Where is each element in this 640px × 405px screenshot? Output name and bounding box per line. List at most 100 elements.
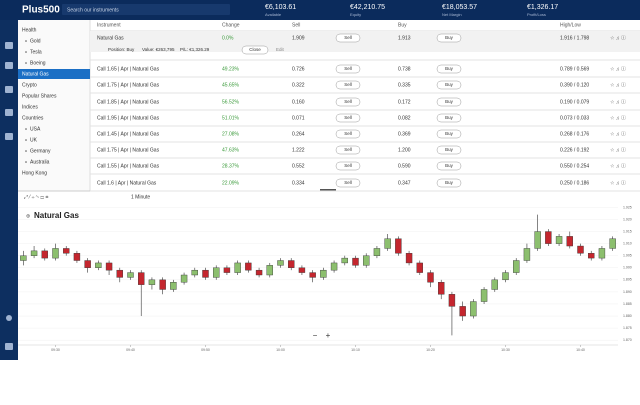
logo[interactable]: Plus500 [22, 5, 60, 16]
buy-button[interactable] [436, 145, 462, 155]
row-icons[interactable]: ☆ ♫ ⓘ [610, 130, 626, 137]
sell-button[interactable] [335, 113, 361, 123]
sell-price: 0.322 [292, 82, 305, 88]
buy-button-label[interactable]: Buy [445, 99, 454, 104]
candle-body [20, 255, 27, 261]
sell-button-label[interactable]: Sell [344, 35, 352, 40]
interval[interactable]: 1 Minute [131, 194, 150, 200]
sell-button[interactable] [335, 145, 361, 155]
icon[interactable] [5, 86, 13, 93]
instrument[interactable]: Call 1.45 | Apr | Natural Gas [97, 131, 160, 137]
row-icons[interactable]: ☆ ♫ ⓘ [610, 98, 626, 105]
chart-info-icon[interactable]: ⊕ [26, 213, 30, 219]
icon[interactable] [5, 133, 13, 140]
buy-button-label[interactable]: Buy [445, 115, 454, 120]
buy-button[interactable] [436, 80, 462, 90]
row-icons[interactable]: ☆ ♫ ⓘ [610, 162, 626, 169]
menu-item[interactable]: Hong Kong [22, 170, 47, 176]
buy-button[interactable] [436, 178, 462, 188]
buy-button-label[interactable]: Buy [445, 35, 454, 40]
row-icons[interactable]: ☆ ♫ ⓘ [610, 81, 626, 88]
sell-button[interactable] [335, 80, 361, 90]
rail-icons [5, 42, 13, 350]
buy-button[interactable] [436, 97, 462, 107]
sell-button[interactable] [335, 178, 361, 188]
sell-button[interactable] [335, 97, 361, 107]
icon[interactable] [5, 109, 13, 116]
instrument[interactable]: Call 1.65 | Apr | Natural Gas [97, 66, 160, 72]
sell-button-label[interactable]: Sell [344, 180, 352, 185]
instrument[interactable]: Natural Gas [97, 35, 124, 41]
close-button[interactable] [241, 45, 269, 55]
change: 56.52% [222, 99, 240, 105]
chart-tools[interactable]: ⤢ ⁄ ⊹ ∿ ▭ ⌗ [24, 194, 48, 200]
sell-button-label[interactable]: Sell [344, 131, 352, 136]
zoom-out[interactable]: − [313, 331, 318, 340]
sell-button-label[interactable]: Sell [344, 99, 352, 104]
menu-item[interactable]: Boeing [30, 60, 46, 66]
buy-button-label[interactable]: Buy [445, 147, 454, 152]
icon[interactable] [5, 42, 13, 49]
zoom-in[interactable]: + [326, 331, 331, 340]
menu-item[interactable]: Indices [22, 104, 38, 110]
sell-price: 0.552 [292, 163, 305, 169]
icon[interactable] [5, 343, 13, 350]
icon[interactable] [5, 62, 13, 69]
candle-body [223, 267, 231, 273]
sell-button[interactable] [335, 64, 361, 74]
sell-button-label[interactable]: Sell [344, 163, 352, 168]
instrument[interactable]: Call 1.55 | Apr | Natural Gas [97, 163, 160, 169]
close-label[interactable]: Close [249, 47, 261, 52]
menu-item[interactable]: Countries [22, 115, 44, 121]
row-icons[interactable]: ☆ ♫ ⓘ [610, 146, 626, 153]
row-icons[interactable]: ☆ ♫ ⓘ [610, 65, 626, 72]
sell-button[interactable] [335, 33, 361, 43]
menu-item[interactable]: Tesla [30, 49, 42, 55]
resize-handle[interactable] [320, 189, 336, 191]
edit-label[interactable]: Edit [276, 47, 285, 52]
instrument[interactable]: Call 1.85 | Apr | Natural Gas [97, 99, 160, 105]
instrument[interactable]: Call 1.75 | Apr | Natural Gas [97, 147, 160, 153]
sell-button-label[interactable]: Sell [344, 82, 352, 87]
sell-button[interactable] [335, 129, 361, 139]
menu-item[interactable]: Natural Gas [22, 71, 49, 77]
buy-button[interactable] [436, 33, 462, 43]
sell-price: 1.909 [292, 35, 305, 41]
buy-button-label[interactable]: Buy [445, 82, 454, 87]
buy-button[interactable] [436, 113, 462, 123]
menu-item[interactable]: Australia [30, 159, 50, 165]
buy-button[interactable] [436, 161, 462, 171]
buy-button-label[interactable]: Buy [445, 180, 454, 185]
buy-button[interactable] [436, 64, 462, 74]
menu-item[interactable]: Health [22, 27, 37, 33]
row-icons[interactable]: ☆ ♫ ⓘ [610, 34, 626, 41]
candle-body [105, 262, 113, 271]
candle-body [320, 269, 327, 278]
stat-label: Net Margin [442, 12, 462, 17]
buy-button-label[interactable]: Buy [445, 66, 454, 71]
menu-item[interactable]: USA [30, 126, 41, 132]
icon[interactable] [6, 315, 12, 321]
menu-item[interactable]: Gold [30, 38, 41, 44]
menu-item[interactable]: Crypto [22, 82, 37, 88]
sell-button-label[interactable]: Sell [344, 115, 352, 120]
row-icons[interactable]: ☆ ♫ ⓘ [610, 179, 626, 186]
sell-button[interactable] [335, 161, 361, 171]
sell-button-label[interactable]: Sell [344, 147, 352, 152]
menu-item[interactable]: Germany [30, 148, 51, 154]
buy-button-label[interactable]: Buy [445, 163, 454, 168]
search-box[interactable] [62, 4, 230, 15]
menu-item[interactable]: Popular Shares [22, 93, 57, 99]
instrument[interactable]: Call 1.75 | Apr | Natural Gas [97, 82, 160, 88]
selected-item[interactable] [18, 69, 90, 79]
change: 0.0% [222, 35, 234, 41]
buy-button[interactable] [436, 129, 462, 139]
instrument[interactable]: Call 1.95 | Apr | Natural Gas [97, 115, 160, 121]
buy-button-label[interactable]: Buy [445, 131, 454, 136]
instrument[interactable]: Call 1.6 | Apr | Natural Gas [97, 180, 157, 186]
search-placeholder[interactable]: Search our instruments [67, 7, 119, 13]
bullet [25, 40, 27, 42]
menu-item[interactable]: UK [30, 137, 38, 143]
sell-button-label[interactable]: Sell [344, 66, 352, 71]
row-icons[interactable]: ☆ ♫ ⓘ [610, 114, 626, 121]
